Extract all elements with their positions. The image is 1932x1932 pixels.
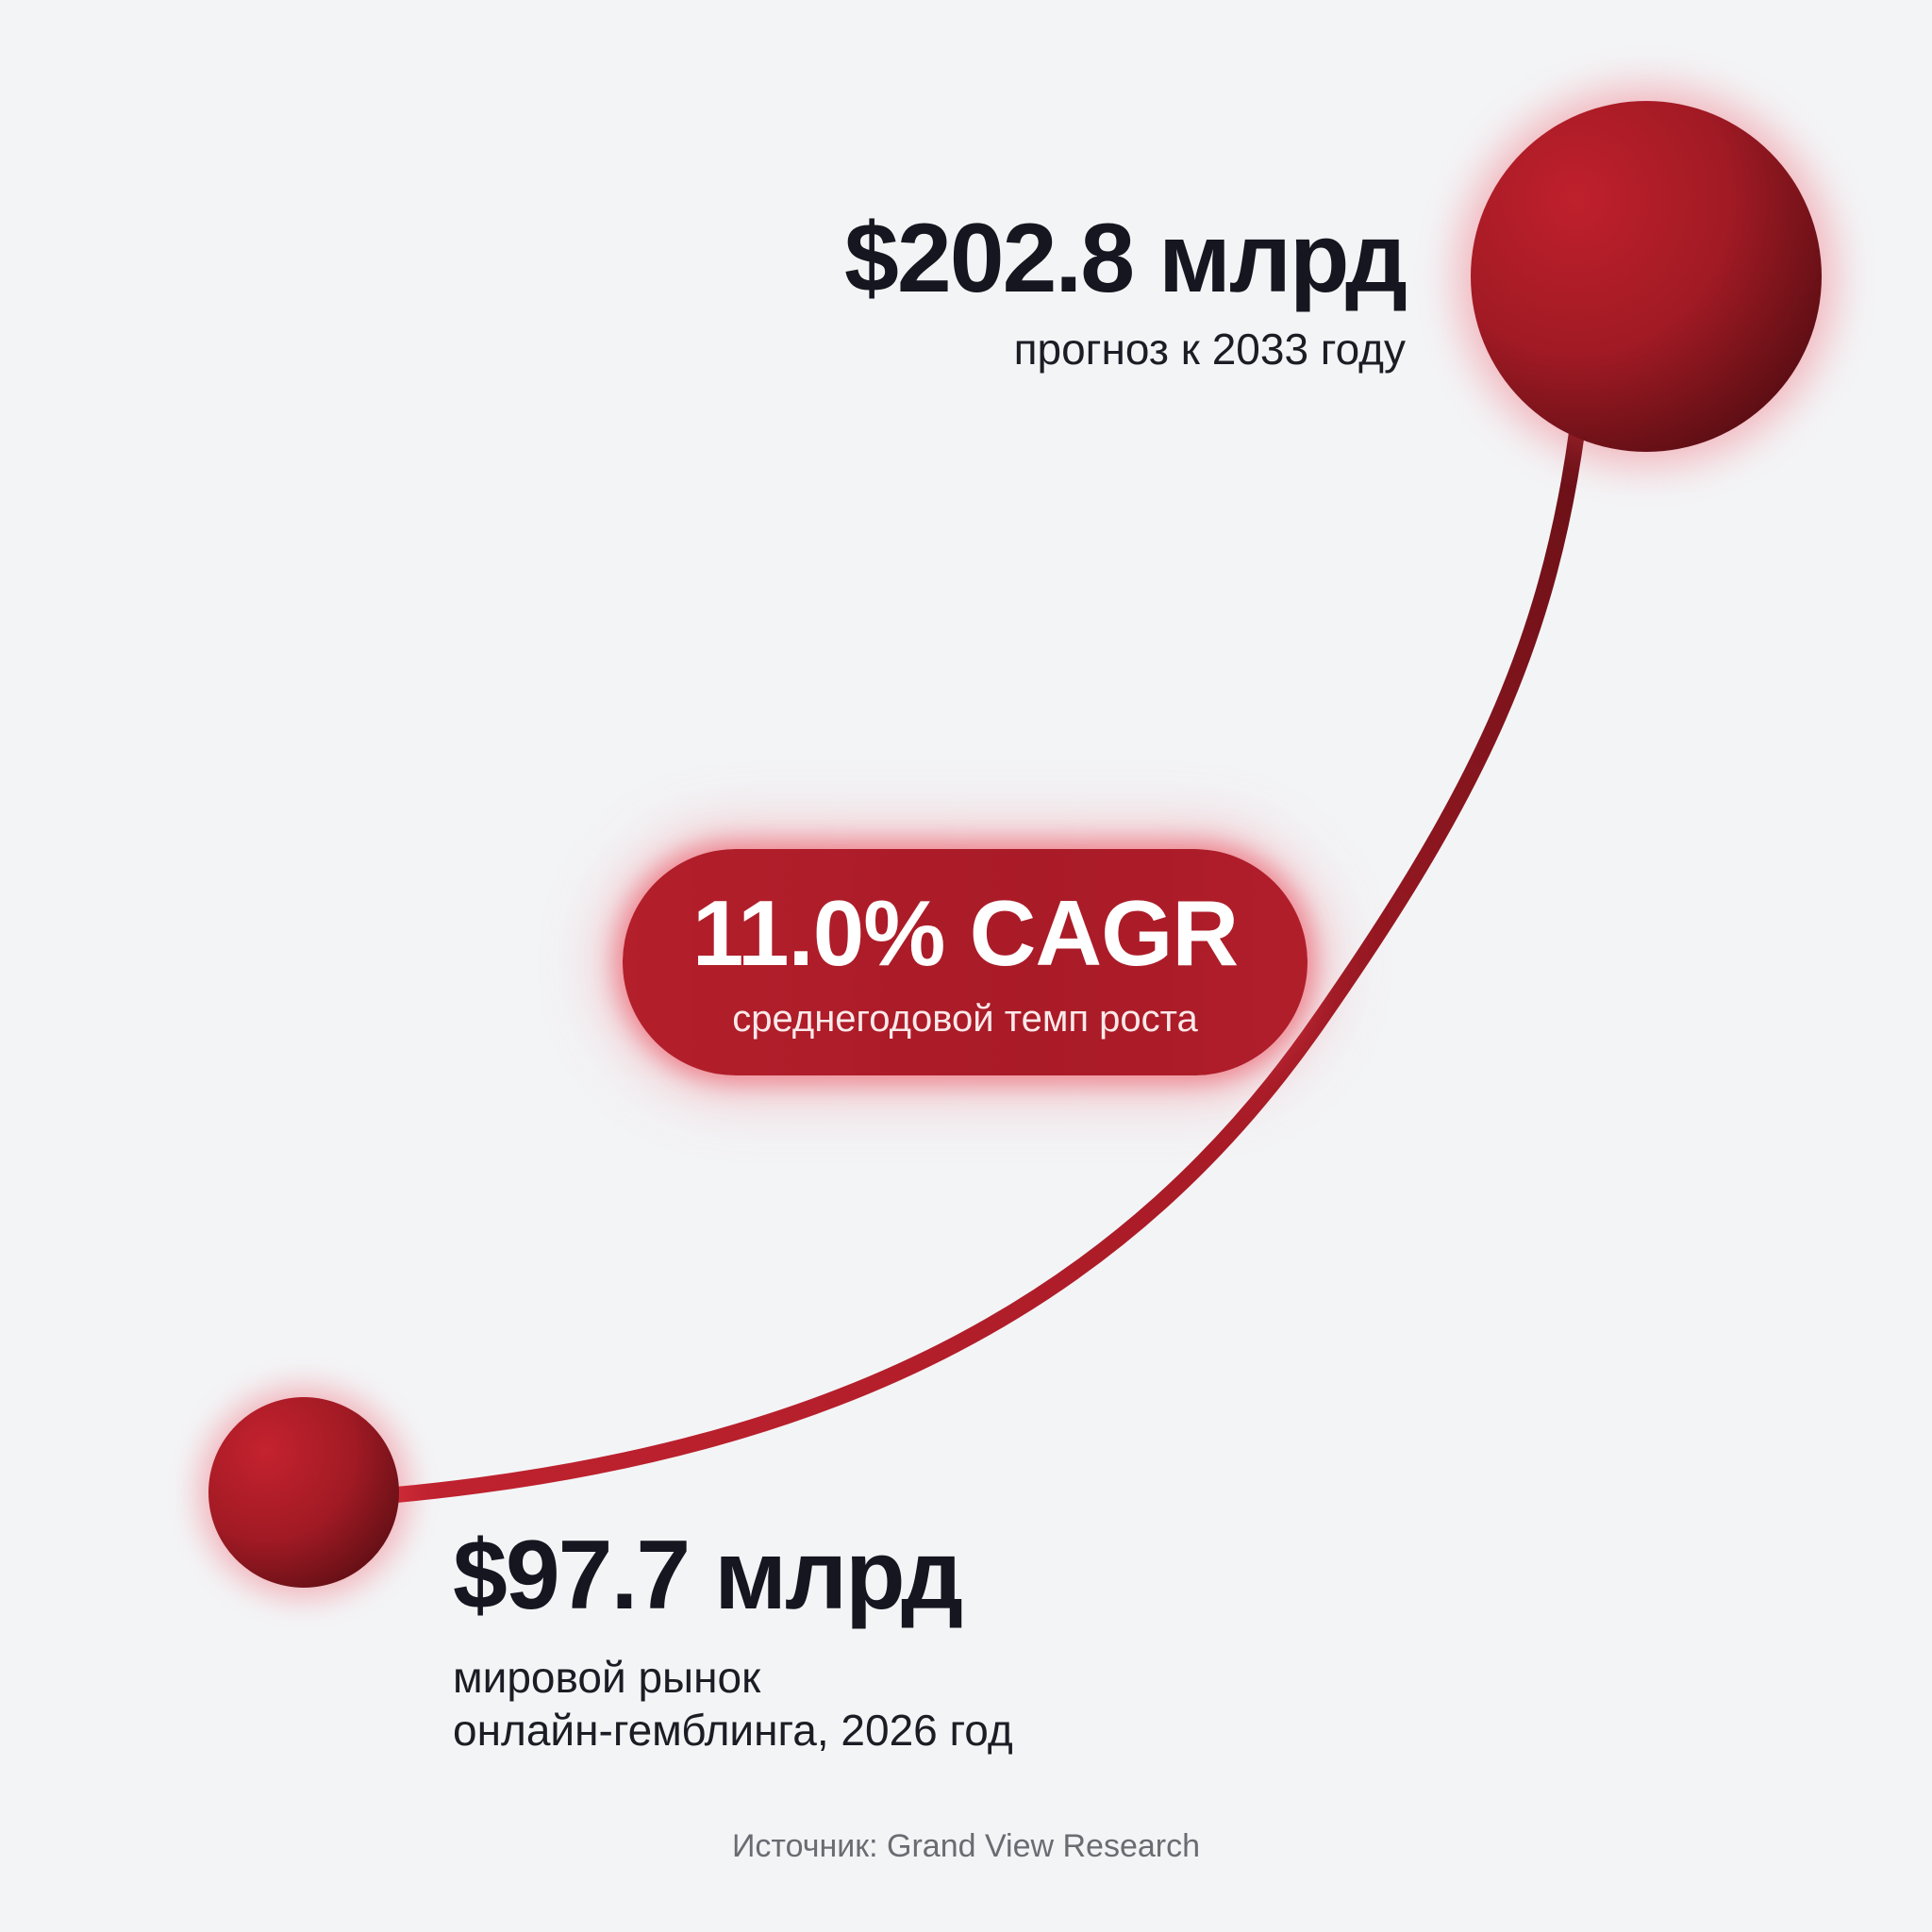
start-point-caption-line1: мировой рынок: [453, 1653, 761, 1702]
start-point-marker: [208, 1397, 399, 1588]
start-point-caption-line2: онлайн-гемблинга, 2026 год: [453, 1706, 1013, 1756]
cagr-value: 11.0% CAGR: [691, 881, 1239, 985]
start-point-label: $97.7 млрд мировой рынок онлайн-гемблинг…: [453, 1526, 1013, 1757]
end-point-value: $202.8 млрд: [844, 204, 1407, 313]
cagr-badge: 11.0% CAGR среднегодовой темп роста: [623, 849, 1307, 1075]
growth-curve: [383, 421, 1586, 1504]
end-point-caption: прогноз к 2033 году: [1013, 325, 1406, 374]
start-point-value: $97.7 млрд: [453, 1521, 963, 1630]
source-note: Источник: Grand View Research: [731, 1828, 1201, 1864]
cagr-caption: среднегодовой темп роста: [732, 998, 1198, 1040]
end-point-label: $202.8 млрд прогноз к 2033 году: [844, 204, 1407, 375]
end-point-marker: [1471, 101, 1822, 452]
start-point-caption: мировой рынок онлайн-гемблинга, 2026 год: [453, 1651, 1013, 1757]
